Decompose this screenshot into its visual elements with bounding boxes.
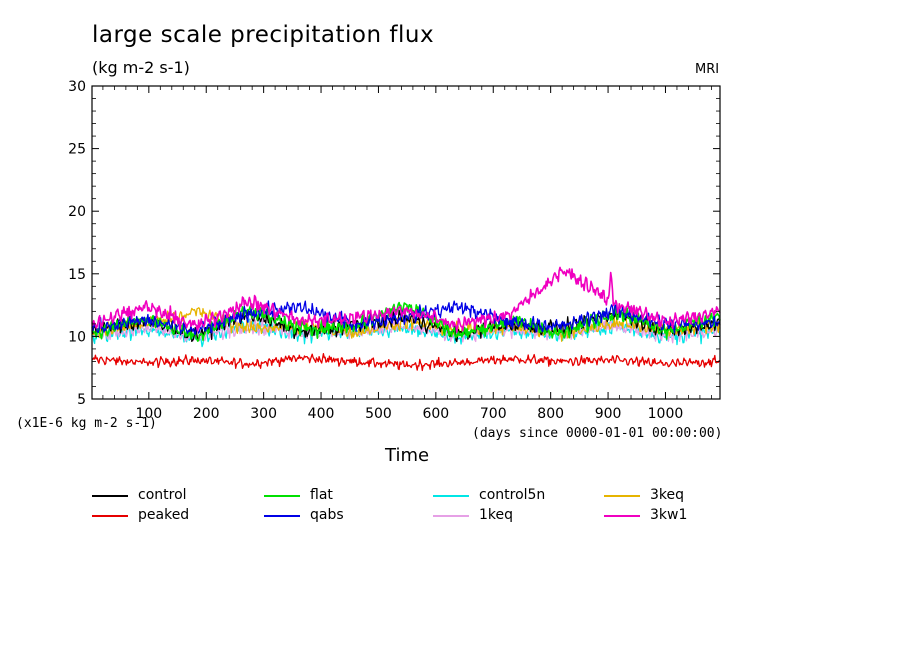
x-tick-label: 300 xyxy=(250,406,277,422)
x-tick-label: 900 xyxy=(595,406,622,422)
x-tick-label: 400 xyxy=(308,406,335,422)
legend-swatch xyxy=(92,495,128,497)
x-tick-label: 200 xyxy=(193,406,220,422)
legend-swatch xyxy=(92,515,128,517)
y-axis-unit-label: (x1E-6 kg m-2 s-1) xyxy=(16,416,157,431)
legend-label: control5n xyxy=(479,487,546,503)
plot-frame xyxy=(91,85,721,400)
legend-swatch xyxy=(604,495,640,497)
y-tick-label: 5 xyxy=(77,392,86,408)
legend-label: 1keq xyxy=(479,507,514,523)
y-tick-label: 30 xyxy=(68,79,86,95)
y-tick-label: 10 xyxy=(68,329,86,345)
x-tick-label: 700 xyxy=(480,406,507,422)
x-tick-label: 800 xyxy=(537,406,564,422)
x-axis-unit-label: (days since 0000-01-01 00:00:00) xyxy=(472,426,723,441)
series-line-3keq xyxy=(91,307,721,342)
y-tick-label: 15 xyxy=(68,267,86,283)
legend-label: 3keq xyxy=(650,487,685,503)
legend-swatch xyxy=(433,515,469,517)
series-line-3kw1 xyxy=(91,266,721,334)
legend-label: 3kw1 xyxy=(650,507,688,523)
series-line-peaked xyxy=(91,353,721,372)
legend-swatch xyxy=(433,495,469,497)
y-tick-label: 25 xyxy=(68,142,86,158)
x-tick-label: 1000 xyxy=(648,406,684,422)
x-axis-title: Time xyxy=(385,445,430,466)
legend-label: peaked xyxy=(138,507,190,523)
legend-label: flat xyxy=(310,487,333,503)
x-tick-label: 500 xyxy=(365,406,392,422)
legend-swatch xyxy=(264,515,300,517)
legend-swatch xyxy=(604,515,640,517)
chart-title: large scale precipitation flux xyxy=(92,22,435,48)
legend-swatch xyxy=(264,495,300,497)
y-tick-label: 20 xyxy=(68,204,86,220)
legend-label: control xyxy=(138,487,187,503)
x-tick-label: 600 xyxy=(422,406,449,422)
legend-label: qabs xyxy=(310,507,344,523)
chart-subtitle: (kg m-2 s-1) xyxy=(92,58,190,77)
x-tick-label: 100 xyxy=(135,406,162,422)
source-label: MRI xyxy=(695,62,720,77)
